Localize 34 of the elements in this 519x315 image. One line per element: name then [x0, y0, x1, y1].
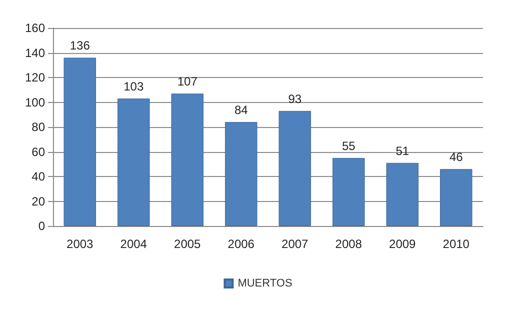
bar — [225, 122, 258, 226]
y-tick-label: 160 — [24, 21, 46, 35]
data-label: 93 — [288, 92, 302, 106]
x-tick-label: 2008 — [335, 237, 362, 251]
x-tick-label: 2010 — [442, 237, 470, 251]
x-tick-label: 2004 — [120, 237, 148, 251]
y-tick-label: 120 — [24, 70, 46, 84]
x-tick-label: 2009 — [389, 237, 416, 251]
y-tick-label: 100 — [24, 95, 46, 110]
bar — [118, 98, 150, 226]
data-label: 46 — [449, 150, 464, 164]
data-label: 84 — [234, 103, 248, 118]
y-tick-label: 40 — [32, 170, 46, 184]
bar — [64, 58, 96, 226]
data-label: 51 — [396, 144, 410, 158]
y-tick-label: 60 — [32, 144, 46, 159]
data-label: 136 — [70, 38, 90, 53]
data-label: 55 — [342, 138, 356, 153]
x-tick-label: 2005 — [174, 237, 202, 251]
y-tick-label: 20 — [32, 194, 46, 208]
bar — [171, 94, 204, 226]
x-tick-label: 2006 — [228, 237, 255, 251]
y-tick-label: 0 — [38, 219, 46, 233]
x-tick-label: 2003 — [66, 237, 94, 251]
bar — [440, 169, 472, 226]
y-tick-label: 140 — [24, 46, 46, 60]
bar — [332, 158, 365, 226]
data-label: 103 — [124, 80, 144, 94]
y-tick-label: 80 — [32, 120, 46, 134]
legend-label: MUERTOS — [238, 278, 292, 290]
data-label: 107 — [177, 74, 198, 89]
bar — [386, 162, 418, 226]
bar — [278, 110, 311, 226]
x-tick-label: 2007 — [282, 237, 309, 251]
